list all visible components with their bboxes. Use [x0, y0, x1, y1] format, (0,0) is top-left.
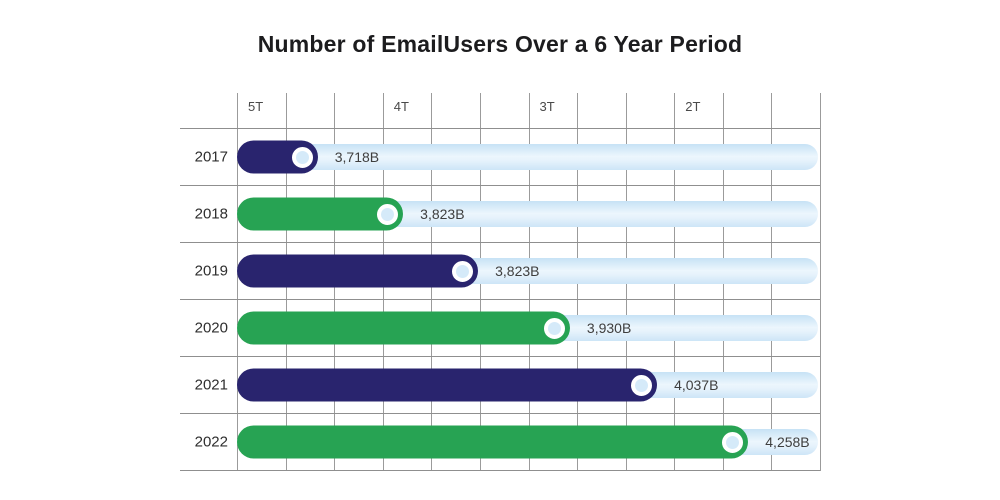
- bar-row-2018: 2018 3,823B: [180, 186, 820, 243]
- axis-tick-label: 5T: [248, 99, 264, 114]
- bar-row-2020: 2020 3,930B: [180, 300, 820, 357]
- bar-track: 4,258B: [237, 425, 818, 459]
- bar-knob-icon: [291, 146, 313, 168]
- value-label: 3,930B: [586, 320, 632, 336]
- bar-row-2019: 2019 3,823B: [180, 243, 820, 300]
- value-label: 3,823B: [420, 206, 465, 222]
- axis-tick-label: 3T: [539, 99, 555, 114]
- bar-row-2021: 2021 4,037B: [180, 357, 820, 414]
- year-label: 2017: [194, 148, 228, 166]
- bar-knob-icon: [631, 374, 653, 396]
- bar-track: 3,930B: [237, 311, 818, 345]
- axis-tick-label: 2T: [685, 99, 701, 114]
- value-label: 4,037B: [674, 377, 719, 393]
- bar-track: 3,823B: [237, 197, 818, 231]
- year-label: 2019: [194, 262, 228, 280]
- bar-knob-icon: [722, 431, 744, 453]
- year-label: 2021: [194, 376, 228, 394]
- bar-fill: [237, 197, 404, 231]
- year-label: 2022: [194, 433, 228, 451]
- bar-fill: [237, 254, 479, 288]
- bar-knob-icon: [452, 260, 474, 282]
- year-label: 2020: [194, 319, 228, 337]
- year-label: 2018: [194, 205, 228, 223]
- top-axis: 5T 4T 3T 2T: [237, 99, 820, 121]
- bar-track: 3,718B: [237, 140, 818, 174]
- bar-fill: [237, 425, 749, 459]
- value-label: 4,258B: [765, 434, 810, 450]
- gridline: [820, 93, 821, 471]
- bar-track: 4,037B: [237, 368, 818, 402]
- value-label: 3,823B: [495, 263, 540, 279]
- bar-knob-icon: [543, 317, 565, 339]
- bar-rows: 2017 3,718B 2018 3,823B 2019: [180, 128, 820, 471]
- value-label: 3,718B: [334, 149, 380, 165]
- bar-row-2022: 2022 4,258B: [180, 414, 820, 471]
- bar-row-2017: 2017 3,718B: [180, 129, 820, 186]
- axis-tick-label: 4T: [393, 99, 409, 114]
- chart-title: Number of EmailUsers Over a 6 Year Perio…: [257, 31, 743, 57]
- bar-fill: [237, 140, 318, 174]
- bar-track: 3,823B: [237, 254, 818, 288]
- bar-knob-icon: [377, 203, 399, 225]
- bar-fill: [237, 368, 658, 402]
- gridline: [237, 93, 238, 471]
- bar-fill: [237, 311, 570, 345]
